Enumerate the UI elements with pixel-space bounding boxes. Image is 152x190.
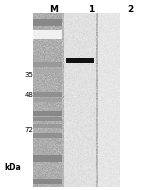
Text: 35: 35 [25,72,33,78]
Text: M: M [49,5,59,13]
Bar [33,92,62,97]
Bar [33,124,62,128]
Text: 72: 72 [25,127,33,133]
Bar [33,33,62,39]
Bar [33,133,62,138]
Bar [33,98,62,102]
Bar [33,117,62,121]
Bar [33,62,62,67]
Bar [33,155,62,162]
Bar [33,30,62,39]
Bar [33,111,62,116]
Text: 2: 2 [127,5,133,13]
Bar [66,58,94,63]
Text: 48: 48 [25,92,33,98]
Bar [33,69,62,73]
Text: 1: 1 [88,5,94,13]
Bar [33,179,62,184]
Bar [33,19,62,26]
Text: kDa: kDa [5,163,21,172]
